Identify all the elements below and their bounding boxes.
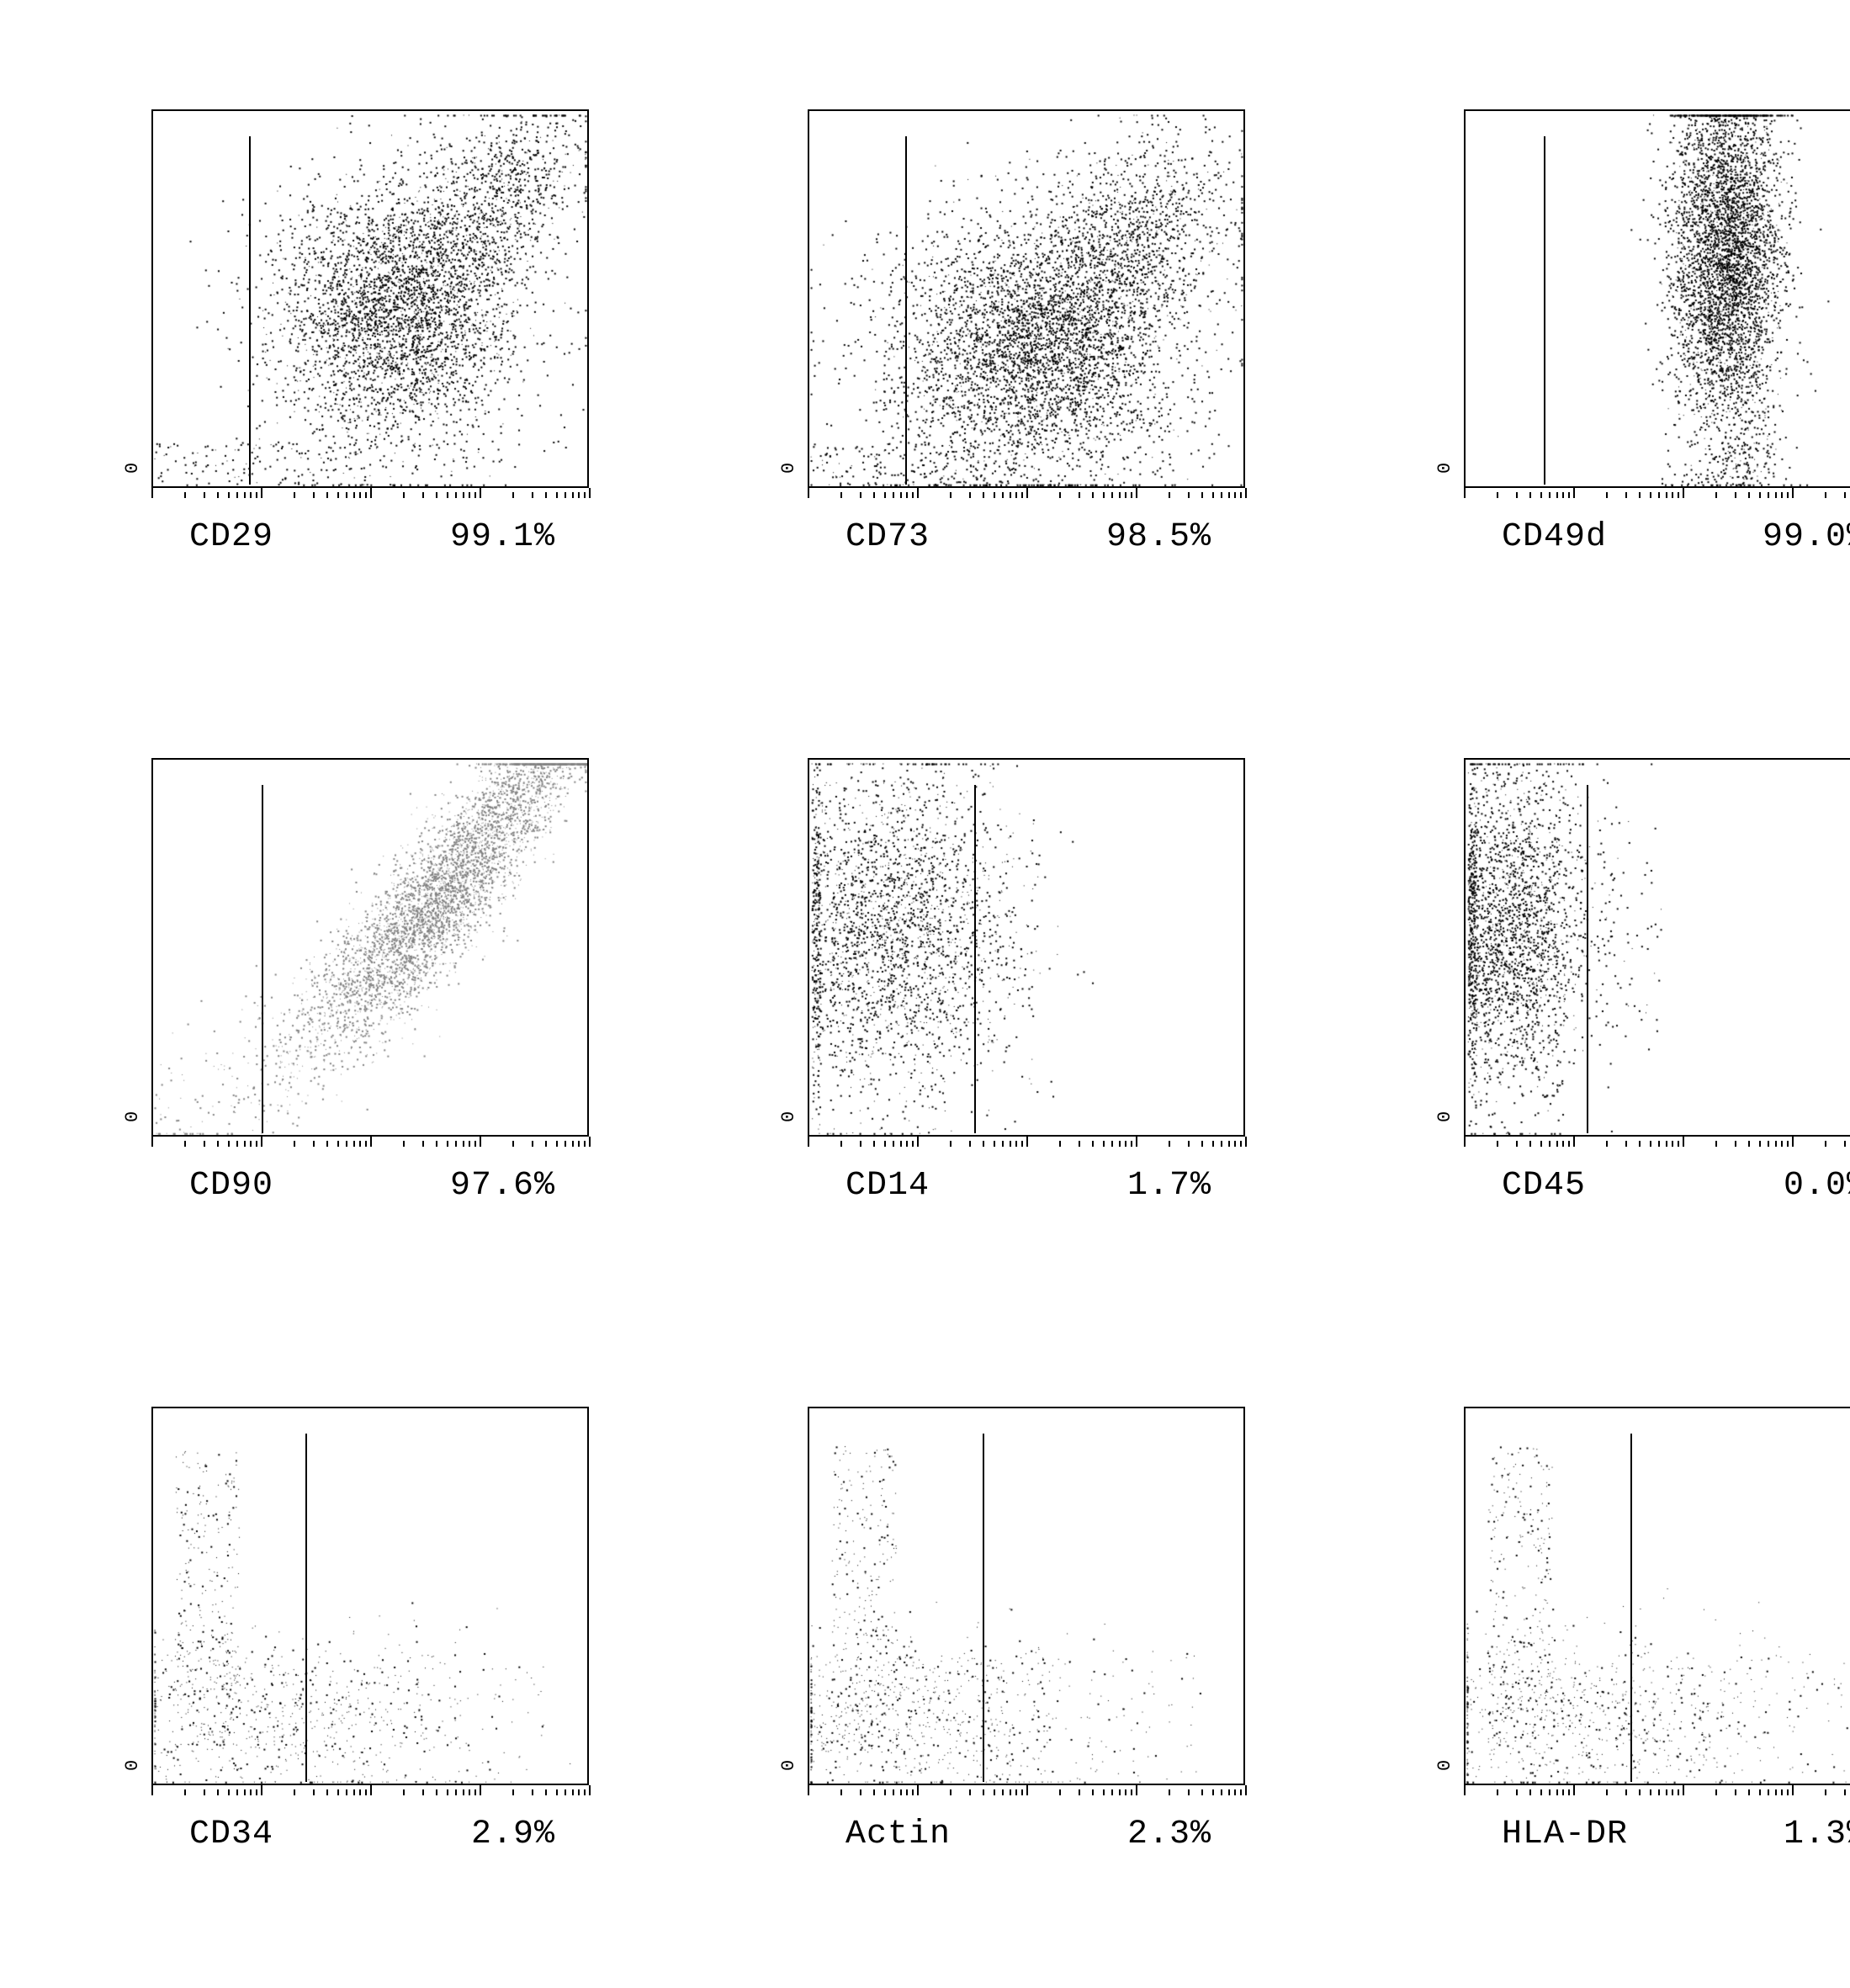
panel-label-row: CD49d 99.0% (1434, 518, 1850, 556)
marker-name: CD73 (845, 518, 930, 556)
plot-wrap: 0 (1434, 758, 1850, 1162)
marker-name: HLA-DR (1502, 1816, 1628, 1853)
plot-wrap: 0 (122, 758, 589, 1162)
plot-wrap: 0 (122, 109, 589, 513)
flow-panel: 0 CD29 99.1% (122, 109, 589, 556)
plot-box (1464, 1407, 1850, 1785)
page-root: 0 CD29 99.1% 0 CD73 98.5% 0 CD49d 99.0% 0 CD90 97.6… (0, 0, 1850, 1988)
y-axis-zero-label: 0 (778, 1760, 799, 1771)
scatter-canvas (1466, 760, 1850, 1135)
marker-name: Actin (845, 1816, 951, 1853)
marker-name: CD34 (189, 1816, 273, 1853)
y-axis-zero-label: 0 (1434, 463, 1455, 474)
flow-panel: 0 CD90 97.6% (122, 758, 589, 1205)
plot-box (151, 1407, 589, 1785)
gate-line (305, 1434, 307, 1782)
y-axis-zero-label: 0 (1434, 1760, 1455, 1771)
flow-panel: 0 CD73 98.5% (778, 109, 1245, 556)
y-axis-zero-label: 0 (122, 1111, 143, 1122)
panel-label-row: CD34 2.9% (122, 1816, 589, 1853)
scatter-canvas (1466, 1408, 1850, 1784)
panel-label-row: CD45 0.0% (1434, 1167, 1850, 1205)
gate-line (262, 785, 263, 1133)
flow-panel: 0 CD14 1.7% (778, 758, 1245, 1205)
panel-label-row: Actin 2.3% (778, 1816, 1245, 1853)
plot-wrap: 0 (1434, 1407, 1850, 1810)
scatter-canvas (153, 760, 587, 1135)
y-axis-zero-label: 0 (1434, 1111, 1455, 1122)
panel-label-row: CD29 99.1% (122, 518, 589, 556)
x-axis-ticks (1464, 1137, 1850, 1147)
plot-wrap: 0 (778, 1407, 1245, 1810)
percent-value: 1.7% (1127, 1167, 1245, 1205)
panel-label-row: CD90 97.6% (122, 1167, 589, 1205)
y-axis-zero-label: 0 (122, 463, 143, 474)
marker-name: CD90 (189, 1167, 273, 1205)
plot-box (808, 109, 1245, 488)
percent-value: 98.5% (1106, 518, 1245, 556)
plot-box (808, 758, 1245, 1137)
gate-line (974, 785, 976, 1133)
x-axis-ticks (808, 1137, 1245, 1147)
plot-wrap: 0 (122, 1407, 589, 1810)
scatter-canvas (153, 1408, 587, 1784)
plot-wrap: 0 (778, 758, 1245, 1162)
gate-line (905, 136, 907, 485)
gate-line (1587, 785, 1588, 1133)
y-axis-zero-label: 0 (122, 1760, 143, 1771)
percent-value: 99.0% (1763, 518, 1850, 556)
plot-wrap: 0 (778, 109, 1245, 513)
scatter-canvas (809, 111, 1243, 486)
gate-line (1630, 1434, 1632, 1782)
percent-value: 0.0% (1784, 1167, 1850, 1205)
x-axis-ticks (808, 1785, 1245, 1795)
percent-value: 2.9% (471, 1816, 589, 1853)
gate-line (249, 136, 251, 485)
x-axis-ticks (151, 1785, 589, 1795)
scatter-canvas (1466, 111, 1850, 486)
x-axis-ticks (151, 1137, 589, 1147)
x-axis-ticks (1464, 1785, 1850, 1795)
flow-panel: 0 CD45 0.0% (1434, 758, 1850, 1205)
flow-panel: 0 CD49d 99.0% (1434, 109, 1850, 556)
gate-line (1544, 136, 1545, 485)
marker-name: CD29 (189, 518, 273, 556)
percent-value: 2.3% (1127, 1816, 1245, 1853)
y-axis-zero-label: 0 (778, 463, 799, 474)
scatter-canvas (809, 760, 1243, 1135)
panel-label-row: CD73 98.5% (778, 518, 1245, 556)
percent-value: 97.6% (450, 1167, 589, 1205)
panel-label-row: CD14 1.7% (778, 1167, 1245, 1205)
panel-label-row: HLA-DR 1.3% (1434, 1816, 1850, 1853)
marker-name: CD49d (1502, 518, 1607, 556)
flow-panel: 0 CD34 2.9% (122, 1407, 589, 1853)
x-axis-ticks (808, 488, 1245, 498)
scatter-canvas (153, 111, 587, 486)
plot-box (808, 1407, 1245, 1785)
marker-name: CD14 (845, 1167, 930, 1205)
panel-grid: 0 CD29 99.1% 0 CD73 98.5% 0 CD49d 99.0% 0 CD90 97.6… (122, 109, 1850, 1853)
flow-panel: 0 HLA-DR 1.3% (1434, 1407, 1850, 1853)
plot-wrap: 0 (1434, 109, 1850, 513)
x-axis-ticks (1464, 488, 1850, 498)
plot-box (1464, 109, 1850, 488)
gate-line (983, 1434, 984, 1782)
percent-value: 99.1% (450, 518, 589, 556)
y-axis-zero-label: 0 (778, 1111, 799, 1122)
plot-box (1464, 758, 1850, 1137)
scatter-canvas (809, 1408, 1243, 1784)
plot-box (151, 109, 589, 488)
x-axis-ticks (151, 488, 589, 498)
percent-value: 1.3% (1784, 1816, 1850, 1853)
plot-box (151, 758, 589, 1137)
marker-name: CD45 (1502, 1167, 1586, 1205)
flow-panel: 0 Actin 2.3% (778, 1407, 1245, 1853)
